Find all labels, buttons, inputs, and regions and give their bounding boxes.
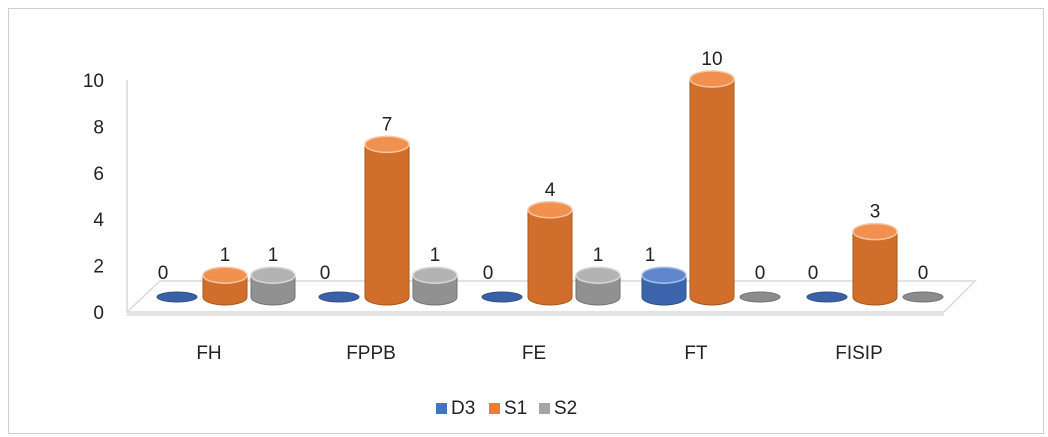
bar-s2-fisip <box>902 291 944 303</box>
bar-top <box>318 291 360 303</box>
data-label: 1 <box>593 245 604 266</box>
legend-swatch <box>489 403 500 414</box>
bar-s1-fisip <box>852 222 898 306</box>
bar-d3-fppb <box>318 291 360 303</box>
bar-body <box>364 143 410 306</box>
bar-top <box>156 291 198 303</box>
data-label: 7 <box>382 114 393 135</box>
y-tick-label: 2 <box>93 257 104 278</box>
data-label: 1 <box>220 245 231 266</box>
category-axis: FH FPPB FE FT FISIP <box>196 343 882 364</box>
legend-label: S2 <box>554 398 577 419</box>
y-tick-label: 6 <box>93 164 104 185</box>
category-label: FH <box>196 343 221 364</box>
category-label: FE <box>522 343 546 364</box>
category-label: FPPB <box>346 343 396 364</box>
bars <box>156 70 944 306</box>
data-label: 0 <box>158 263 169 284</box>
legend-label: S1 <box>504 398 527 419</box>
bar-top <box>364 135 410 154</box>
y-tick-label: 8 <box>93 117 104 138</box>
bar-top <box>739 291 781 303</box>
data-label: 4 <box>545 180 556 201</box>
legend-item-d3: D3 <box>436 398 475 419</box>
bar-top <box>527 201 573 219</box>
bar-top <box>806 291 848 303</box>
bar-top <box>481 291 523 303</box>
bar-body <box>527 209 573 306</box>
y-tick-label: 0 <box>93 303 104 324</box>
bar-s2-fh <box>250 266 296 306</box>
data-label: 10 <box>701 49 722 70</box>
bar-s1-fh <box>202 266 248 306</box>
legend-label: D3 <box>451 398 475 419</box>
bar-body <box>852 231 898 306</box>
bar-s2-fe <box>575 266 621 306</box>
data-label: 0 <box>808 263 819 284</box>
bar-d3-fh <box>156 291 198 303</box>
bar-d3-fisip <box>806 291 848 303</box>
bar-d3-fe <box>481 291 523 303</box>
floor-edge <box>127 312 944 316</box>
bar-top <box>202 266 248 284</box>
bar-body <box>689 78 735 306</box>
bar-s2-ft <box>739 291 781 303</box>
data-label: 1 <box>268 245 279 266</box>
bar-top <box>902 291 944 303</box>
legend-item-s1: S1 <box>489 398 527 419</box>
bar-top <box>250 266 296 284</box>
data-label: 0 <box>483 263 494 284</box>
data-label: 3 <box>870 202 881 223</box>
legend-swatch <box>539 403 550 414</box>
legend-item-s2: S2 <box>539 398 577 419</box>
bar-s2-fppb <box>412 266 458 306</box>
category-label: FT <box>684 343 708 364</box>
data-label: 0 <box>755 263 766 284</box>
data-label: 0 <box>918 263 929 284</box>
bar-top <box>641 266 687 284</box>
legend-swatch <box>436 403 447 414</box>
bar-s1-fe <box>527 201 573 306</box>
y-tick-label: 4 <box>93 210 104 231</box>
category-label: FISIP <box>835 343 883 364</box>
y-tick-label: 10 <box>83 71 104 92</box>
bar-s1-fppb <box>364 135 410 306</box>
y-axis: 0 2 4 6 8 10 <box>83 71 128 324</box>
legend: D3 S1 S2 <box>436 398 577 419</box>
data-label: 1 <box>430 245 441 266</box>
bar-top <box>852 222 898 241</box>
data-label: 1 <box>645 245 656 266</box>
chart-frame <box>8 8 1044 434</box>
bar-top <box>412 266 458 284</box>
bar-top <box>575 266 621 284</box>
data-label: 0 <box>320 263 331 284</box>
bar-s1-ft <box>689 70 735 306</box>
bar-top <box>689 70 735 88</box>
bar-d3-ft <box>641 266 687 306</box>
